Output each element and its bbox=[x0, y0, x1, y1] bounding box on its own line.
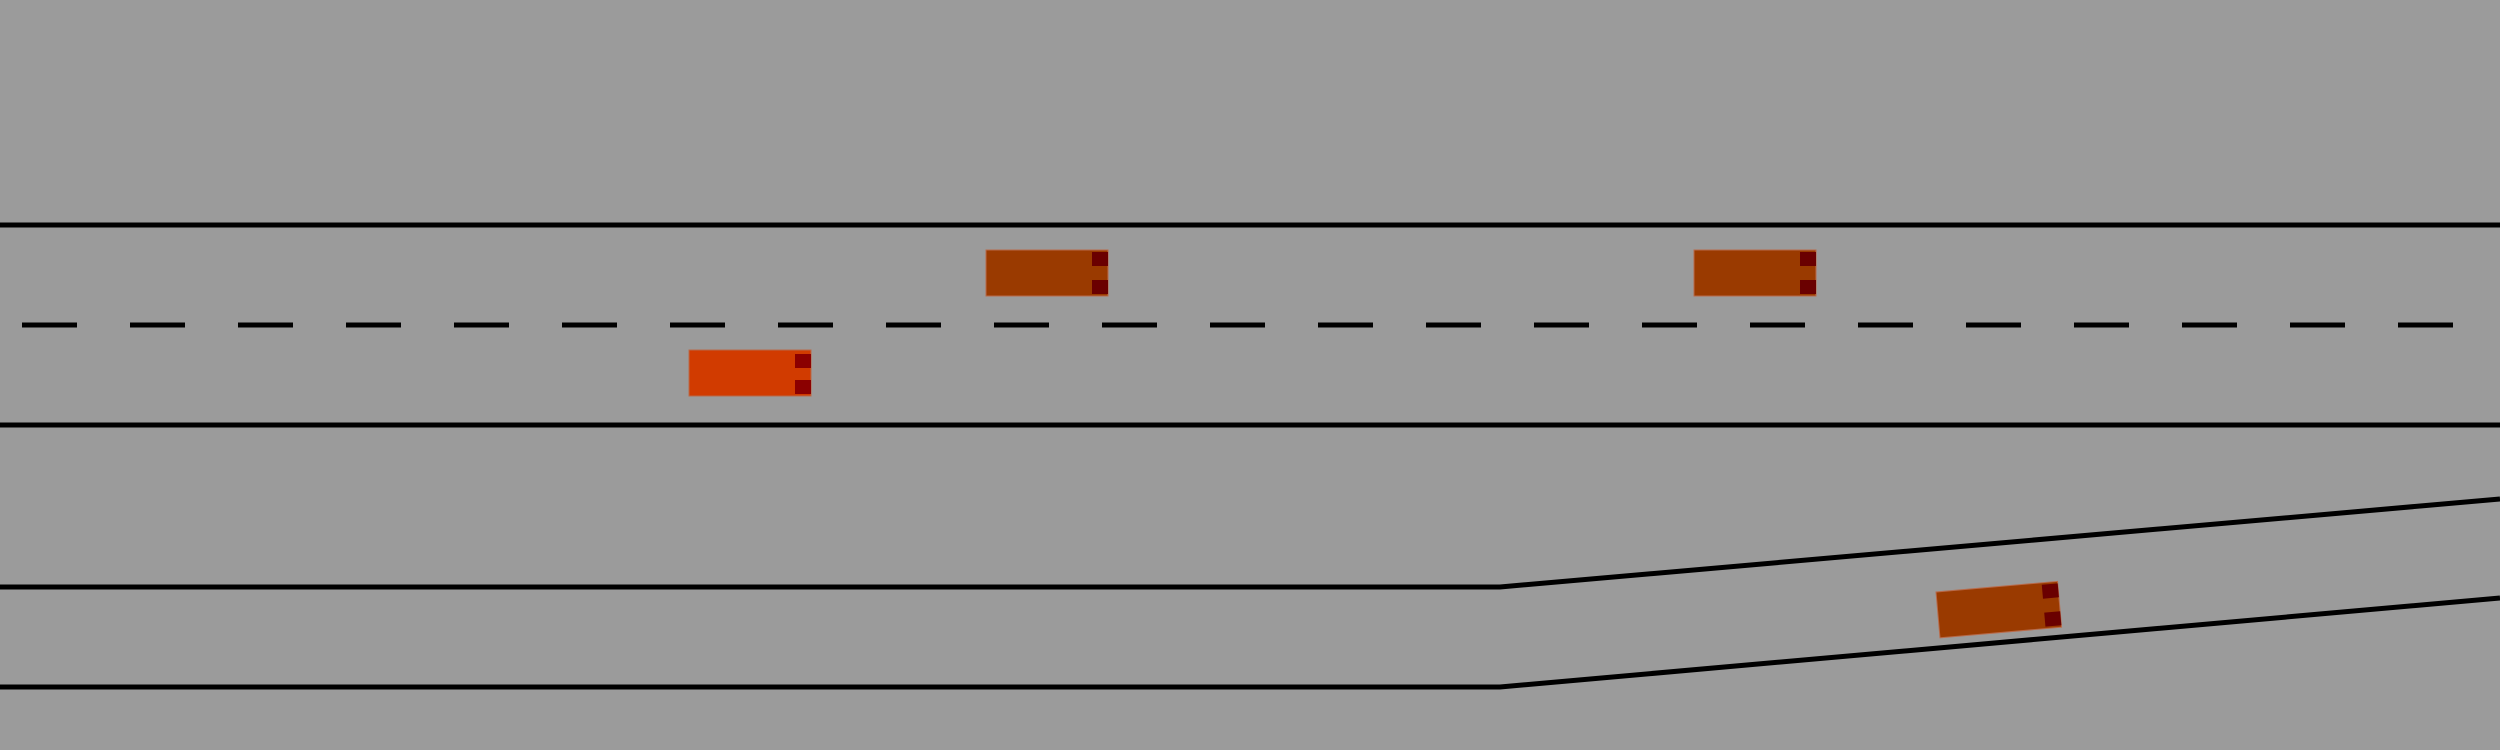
road-markings bbox=[0, 222, 2500, 690]
vehicle-light-top bbox=[2041, 583, 2059, 599]
vehicle-upper-lane-1 bbox=[985, 249, 1109, 297]
vehicle-light-bottom bbox=[795, 380, 811, 394]
ramp-upper-edge bbox=[0, 496, 2500, 590]
vehicle-light-top bbox=[795, 354, 811, 368]
vehicle-light-bottom bbox=[2044, 611, 2062, 627]
vehicle-upper-lane-2 bbox=[1693, 249, 1817, 297]
vehicle-ramp bbox=[1935, 580, 2063, 639]
vehicle-light-bottom bbox=[1092, 280, 1108, 294]
vehicle-body bbox=[985, 249, 1109, 297]
vehicle-body bbox=[1935, 580, 2063, 639]
vehicle-light-bottom bbox=[1800, 280, 1816, 294]
vehicle-body bbox=[1693, 249, 1817, 297]
vehicle-light-top bbox=[1092, 252, 1108, 266]
vehicle-body bbox=[688, 349, 812, 397]
ramp-lower-edge bbox=[0, 595, 2500, 690]
vehicle-light-top bbox=[1800, 252, 1816, 266]
vehicle-ego bbox=[688, 349, 812, 397]
